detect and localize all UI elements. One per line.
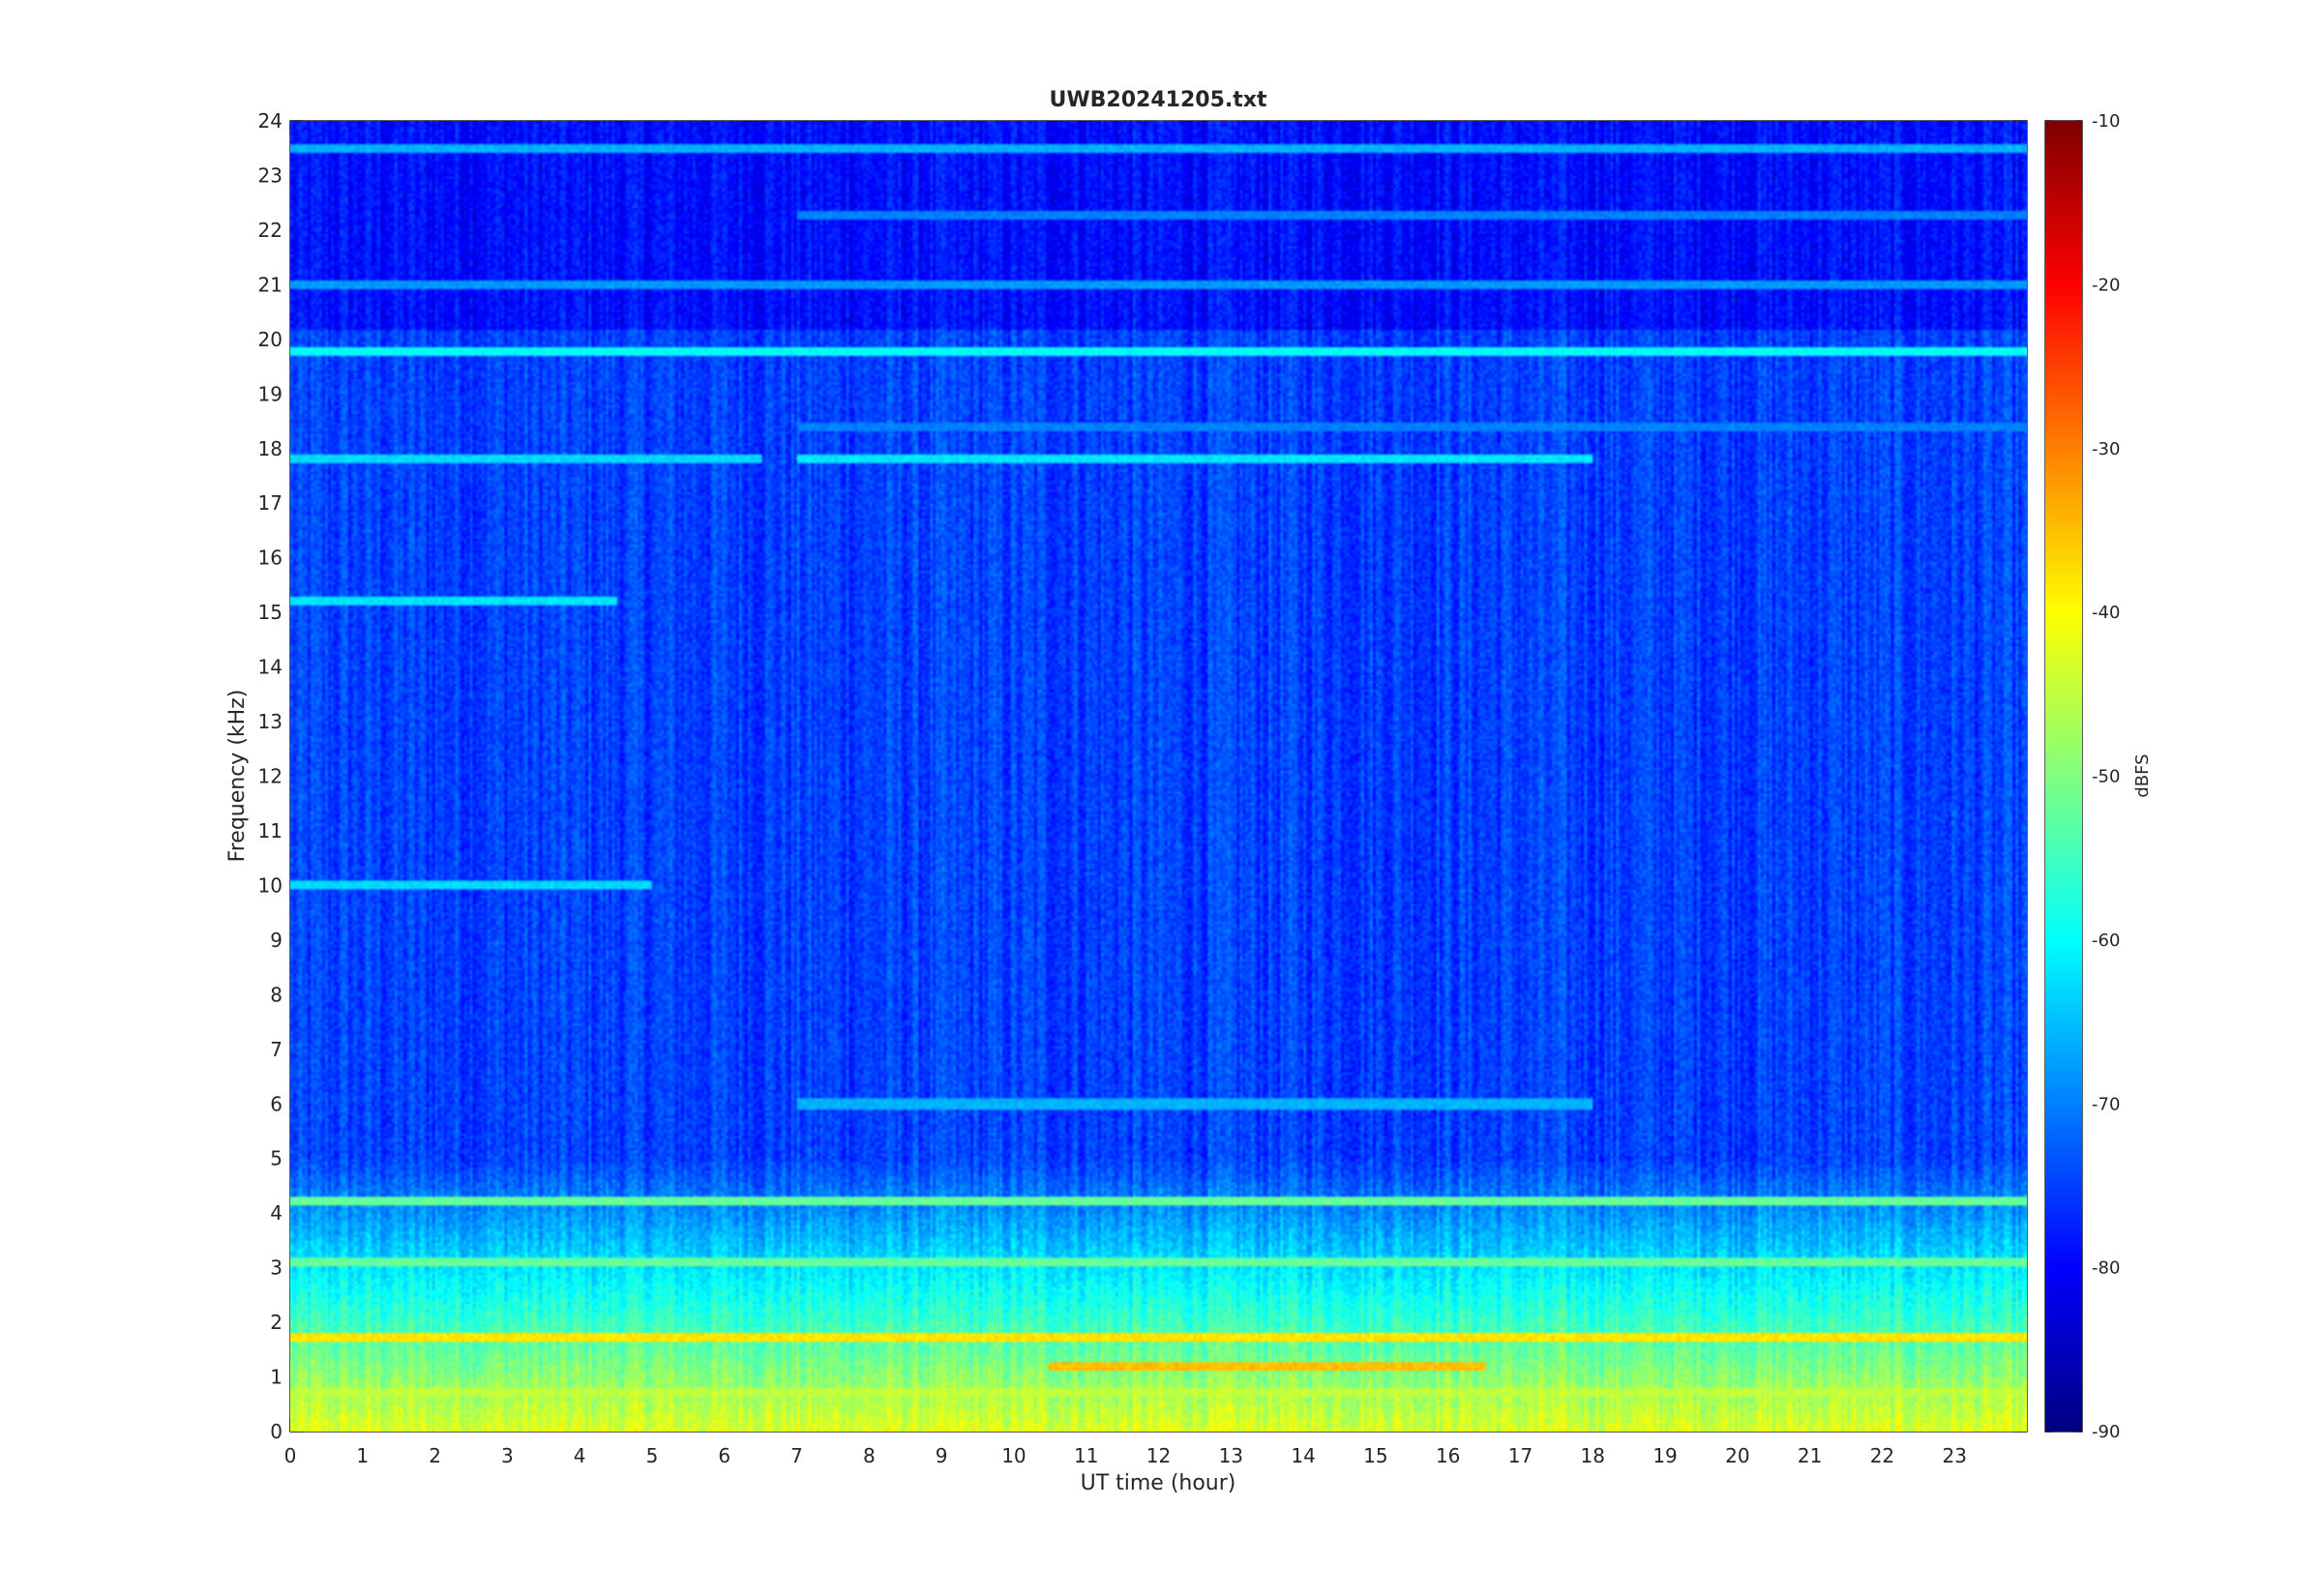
y-tick-label: 24	[258, 109, 283, 133]
colorbar-gradient	[2045, 121, 2082, 1432]
x-tick-label: 18	[1581, 1444, 1605, 1467]
x-tick-label: 21	[1798, 1444, 1822, 1467]
colorbar-tick-label: -60	[2092, 931, 2120, 951]
x-tick-label: 20	[1725, 1444, 1749, 1467]
colorbar-tick-label: -30	[2092, 439, 2120, 459]
y-tick-label: 23	[258, 163, 283, 187]
y-tick-label: 9	[270, 929, 283, 952]
x-tick-label: 7	[790, 1444, 803, 1467]
x-tick-label: 10	[1001, 1444, 1026, 1467]
colorbar-tick-label: -70	[2092, 1094, 2120, 1114]
y-tick-label: 3	[270, 1256, 283, 1280]
x-tick-label: 15	[1363, 1444, 1387, 1467]
chart-title: UWB20241205.txt	[1050, 88, 1267, 112]
y-tick-label: 17	[258, 491, 283, 515]
colorbar-tick-label: -50	[2092, 767, 2120, 787]
x-tick-label: 19	[1652, 1444, 1677, 1467]
x-tick-label: 2	[429, 1444, 441, 1467]
y-tick-label: 22	[258, 219, 283, 242]
x-axis-label: UT time (hour)	[1081, 1471, 1236, 1495]
y-tick-label: 14	[258, 656, 283, 679]
y-tick-label: 15	[258, 601, 283, 624]
y-tick-label: 2	[270, 1311, 283, 1334]
x-tick-label: 13	[1219, 1444, 1243, 1467]
y-tick-label: 20	[258, 328, 283, 351]
x-tick-label: 8	[863, 1444, 876, 1467]
y-tick-label: 21	[258, 273, 283, 296]
y-tick-label: 7	[270, 1038, 283, 1061]
y-tick-label: 18	[258, 437, 283, 460]
x-tick-label: 6	[718, 1444, 730, 1467]
y-axis-label: Frequency (kHz)	[225, 690, 250, 863]
x-tick-label: 1	[356, 1444, 369, 1467]
x-tick-label: 5	[646, 1444, 659, 1467]
colorbar-tick-label: -10	[2092, 111, 2120, 132]
y-tick-label: 16	[258, 547, 283, 570]
y-tick-label: 12	[258, 765, 283, 788]
x-tick-label: 17	[1508, 1444, 1533, 1467]
spectrogram-heatmap	[290, 121, 2027, 1432]
y-tick-label: 11	[258, 819, 283, 842]
y-tick-label: 10	[258, 873, 283, 897]
colorbar-tick-label: -20	[2092, 275, 2120, 295]
x-tick-label: 16	[1436, 1444, 1460, 1467]
y-tick-label: 13	[258, 710, 283, 733]
y-tick-label: 0	[270, 1420, 283, 1443]
y-tick-label: 5	[270, 1147, 283, 1170]
colorbar-tick-label: -90	[2092, 1422, 2120, 1442]
x-tick-label: 22	[1870, 1444, 1894, 1467]
x-tick-label: 9	[936, 1444, 948, 1467]
x-tick-label: 14	[1291, 1444, 1315, 1467]
colorbar-tick-label: -80	[2092, 1258, 2120, 1279]
x-tick-label: 12	[1146, 1444, 1171, 1467]
x-tick-label: 11	[1074, 1444, 1098, 1467]
x-tick-label: 0	[284, 1444, 297, 1467]
y-tick-label: 8	[270, 983, 283, 1006]
x-tick-label: 4	[574, 1444, 586, 1467]
y-tick-label: 4	[270, 1201, 283, 1225]
x-tick-label: 23	[1942, 1444, 1966, 1467]
y-tick-label: 1	[270, 1366, 283, 1389]
colorbar-tick-label: -40	[2092, 603, 2120, 623]
y-tick-label: 6	[270, 1092, 283, 1115]
colorbar-label: dBFS	[2132, 754, 2153, 797]
x-tick-label: 3	[501, 1444, 514, 1467]
y-tick-label: 19	[258, 382, 283, 405]
